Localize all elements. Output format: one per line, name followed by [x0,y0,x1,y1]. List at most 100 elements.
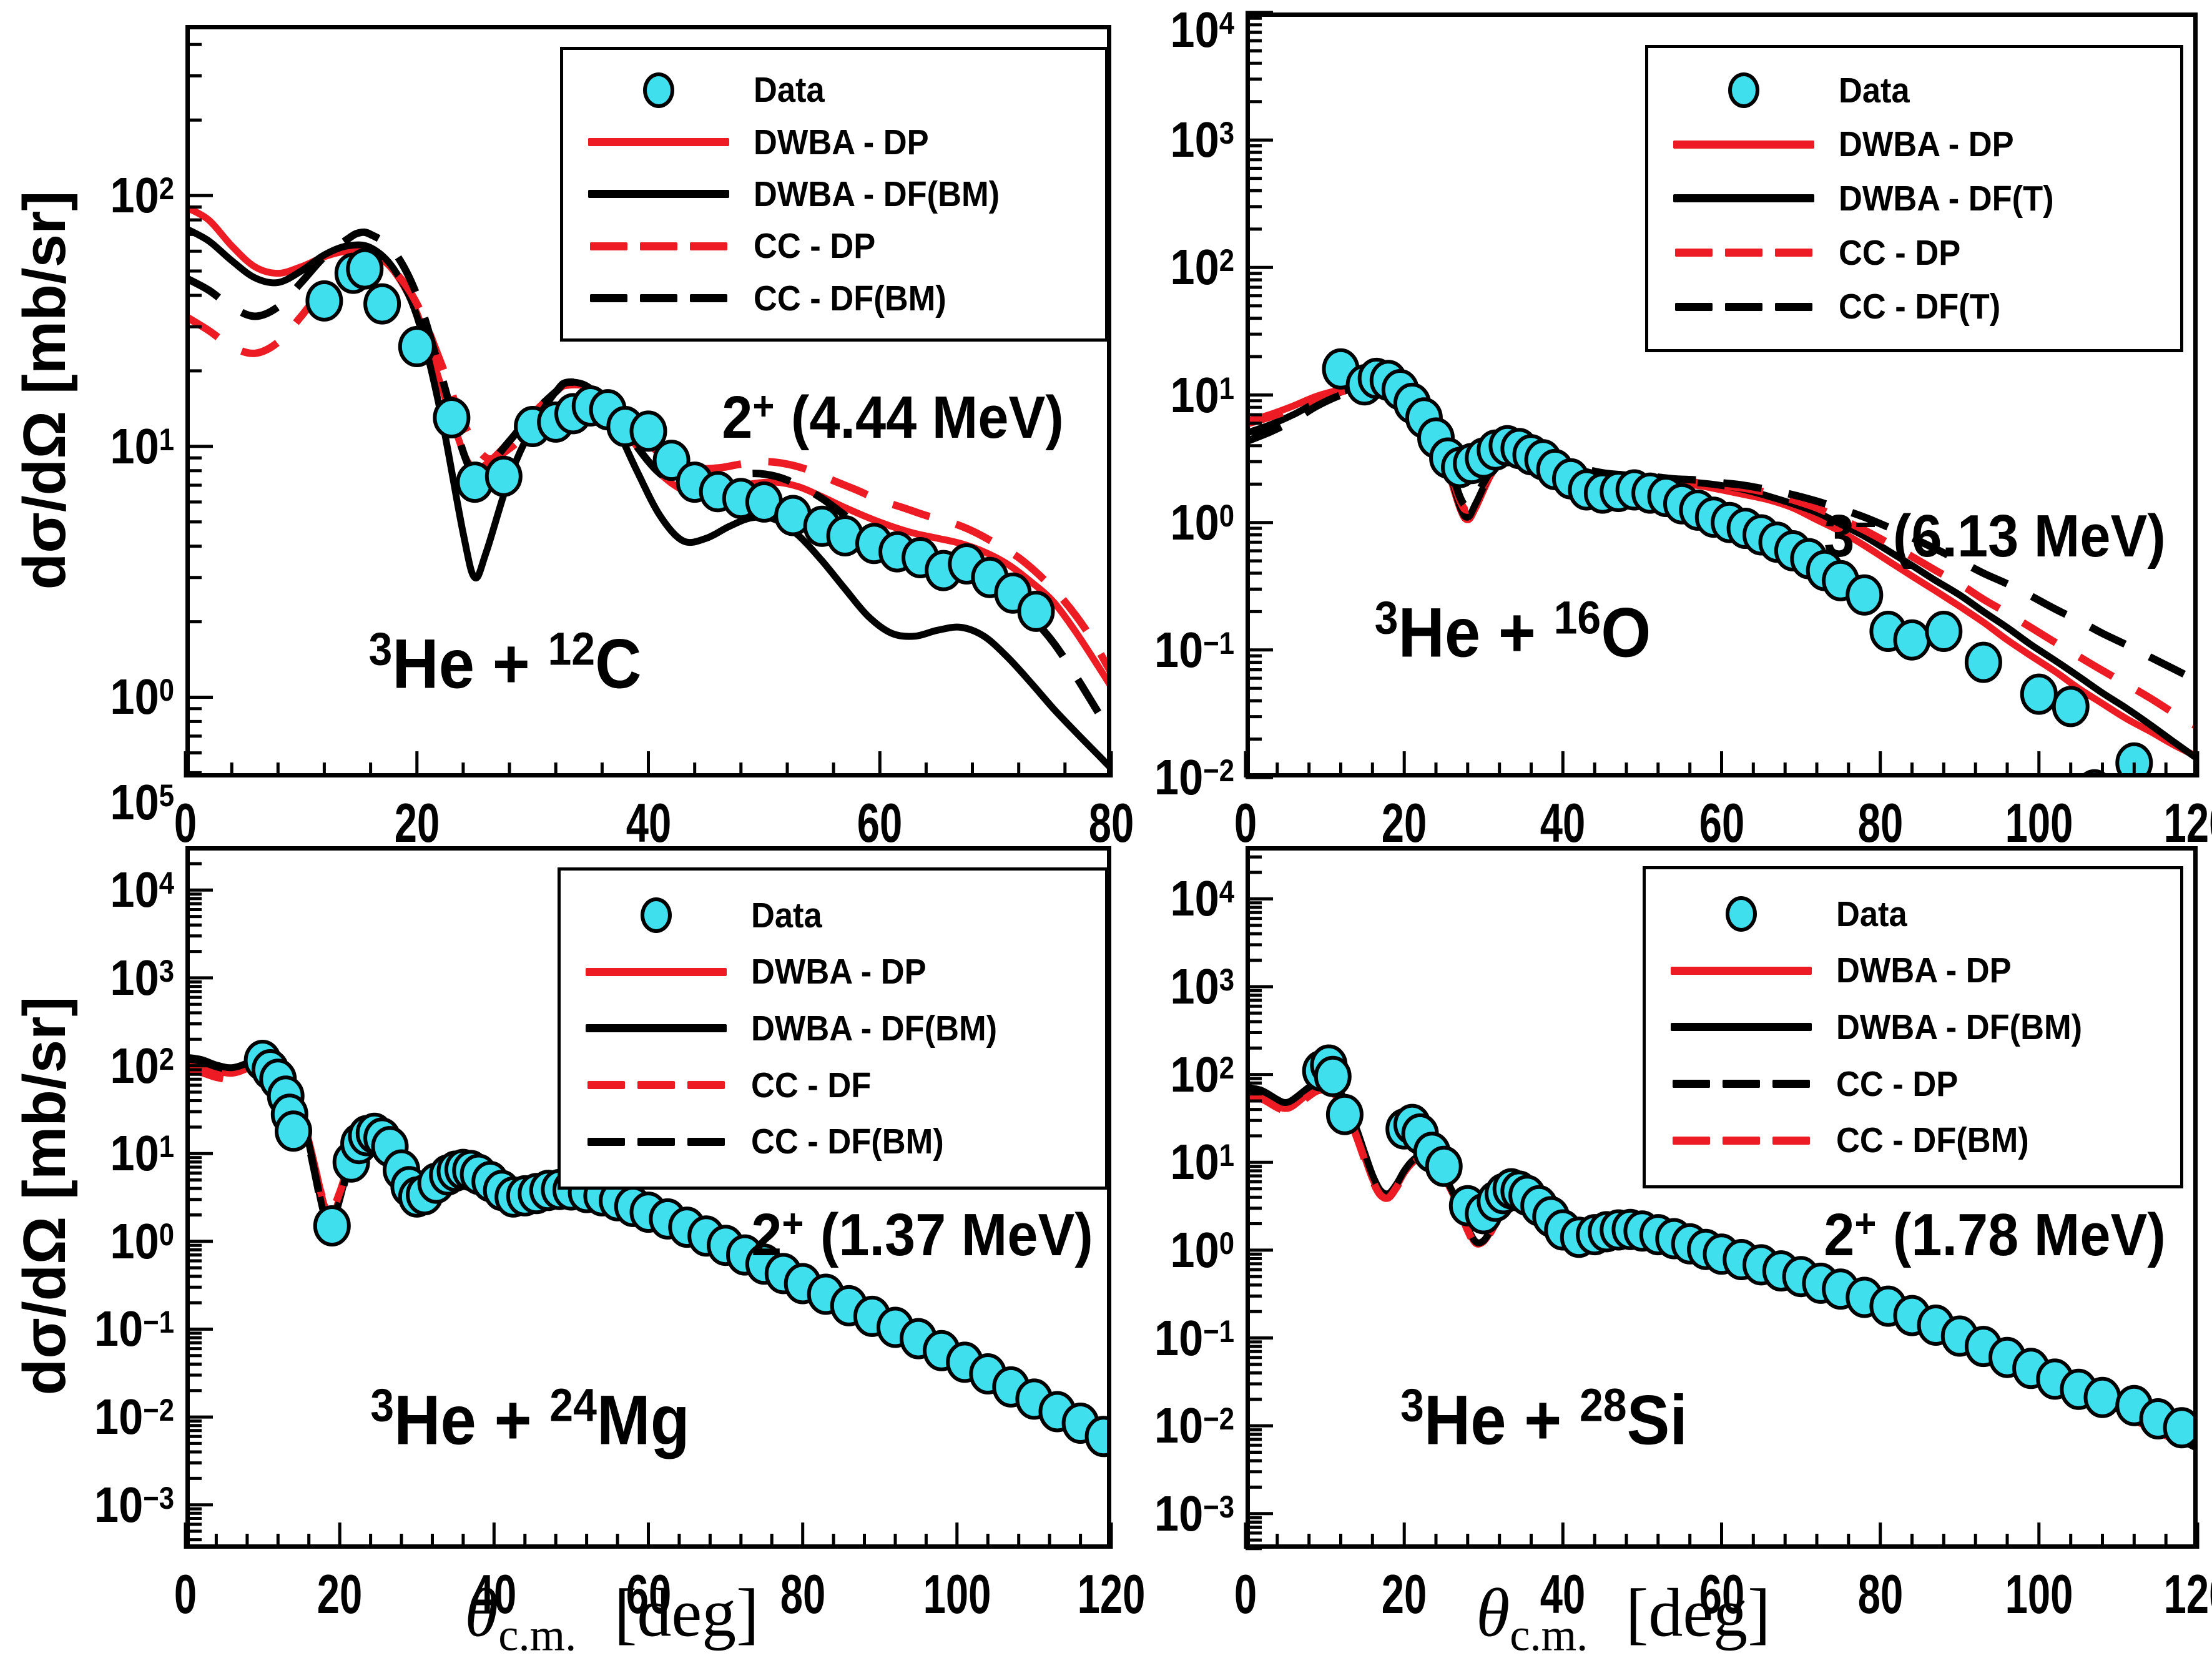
y-tick-label: 10−1 [94,1301,174,1357]
state-spin: 2 [1824,1202,1855,1269]
target-symbol: Mg [596,1381,690,1459]
dashed-line-icon [1646,1080,1836,1088]
state-annotation: 2+ (1.37 MeV) [751,1200,1093,1270]
state-parity: + [782,1200,804,1246]
target-mass: 16 [1553,591,1601,644]
x-tick-label: 60 [1699,792,1744,854]
y-tick-label: 102 [110,167,174,224]
legend-label: CC - DF(BM) [754,278,946,318]
legend-item: DWBA - DP [561,951,1105,992]
circle-marker-icon [1725,896,1757,932]
legend-item: DWBA - DF(T) [1648,178,2180,219]
legend-item: DWBA - DP [1648,124,2180,165]
x-tick-label: 20 [1381,1563,1427,1625]
state-annotation: 3− (6.13 MeV) [1824,501,2166,571]
x-tick-label: 40 [626,792,671,854]
legend-label: CC - DP [1839,232,1961,273]
legend: Data DWBA - DP DWBA - DF(BM) CC - DF CC … [558,867,1108,1190]
data-point-icon [561,897,751,934]
legend-label: DWBA - DF(BM) [751,1008,998,1049]
y-tick-label: 10−2 [1154,749,1234,805]
data-point-icon [1646,896,1836,932]
legend-item: DWBA - DP [563,122,1105,163]
plot-area-3he-16o [1244,11,2200,779]
dashed-line-marker-icon [1674,302,1713,311]
target-symbol: C [595,624,642,703]
dashed-line-marker-icon [1772,1136,1810,1145]
state-parity: − [1854,501,1877,547]
data-point [1425,1145,1463,1187]
legend-item: Data [561,895,1105,936]
dashed-line-marker-icon [1774,302,1812,311]
circle-marker-icon [1728,72,1759,109]
dashed-line-marker-icon [589,242,627,250]
solid-line-icon [561,1024,751,1033]
cm-subscript: c.m. [498,1609,577,1661]
data-point [2052,686,2090,728]
legend-label: DWBA - DF(BM) [754,174,1000,214]
legend-item: CC - DF(T) [1648,286,2180,327]
legend-label: CC - DF(BM) [1836,1120,2029,1161]
legend-label: Data [1839,70,1910,111]
x-tick-label: 80 [1088,792,1134,854]
deg-unit: [deg] [1625,1574,1771,1651]
plot-area-3he-12c [184,25,1113,777]
x-tick-label: 120 [1077,1563,1146,1625]
dashed-line-marker-icon [587,1081,625,1090]
y-tick-label: 101 [1170,367,1234,423]
plot-series [1246,1044,2198,1454]
data-point [275,1110,312,1152]
legend-item: DWBA - DF(BM) [561,1008,1105,1049]
y-tick-label: 10−2 [94,1389,174,1445]
solid-line-marker-icon [1673,194,1814,203]
data-point [2083,1376,2121,1418]
data-point [363,283,401,325]
data-point [305,280,343,322]
x-tick-label: 80 [1857,792,1903,854]
x-axis-title: θc.m. [deg] [465,1574,759,1662]
state-spin: 2 [751,1202,782,1269]
plot-area-3he-24mg [184,846,1113,1549]
legend: Data DWBA - DP DWBA - DF(T) CC - DP CC -… [1645,45,2183,352]
legend: Data DWBA - DP DWBA - DF(BM) CC - DP CC … [560,47,1108,342]
panel-3he-24mg: Data DWBA - DP DWBA - DF(BM) CC - DF CC … [94,774,1145,1625]
x-axis-title: θc.m. [deg] [1476,1574,1771,1662]
dashed-line-marker-icon [639,294,677,303]
data-point [433,397,471,438]
system-annotation: 3He + 12C [368,623,641,704]
x-tick-label: 20 [317,1563,363,1625]
x-tick-label: 100 [2005,792,2073,854]
legend-label: CC - DP [1836,1063,1959,1104]
state-parity: + [752,382,775,428]
y-tick-label: 10−2 [1154,1398,1234,1454]
x-tick-label: 0 [174,1563,197,1625]
state-energy: (1.78 MeV) [1892,1202,2166,1269]
plot-area-3he-28si [1244,846,2200,1551]
data-point [2163,1407,2198,1449]
legend-item: CC - DP [1648,232,2180,274]
y-tick-label: 101 [110,418,174,474]
legend-label: CC - DF [751,1065,872,1105]
dashed-line-icon [1648,249,1839,257]
legend: Data DWBA - DP DWBA - DF(BM) CC - DP CC … [1643,866,2183,1188]
x-tick-label: 40 [1540,1563,1586,1625]
dashed-line-marker-icon [1722,1136,1760,1145]
legend-item: CC - DF(BM) [563,278,1105,319]
plot-series [1246,348,2198,777]
dashed-line-marker-icon [687,1137,725,1146]
solid-line-icon [1646,966,1836,975]
legend-label: DWBA - DP [1839,124,2014,165]
y-tick-label: 101 [110,1125,174,1182]
plot-series [185,204,1111,771]
legend-item: DWBA - DP [1646,950,2180,991]
dashed-line-marker-icon [1774,249,1812,257]
system-annotation: 3He + 28Si [1400,1379,1688,1461]
solid-line-icon [1648,140,1839,149]
x-tick-label: 60 [1699,1563,1744,1625]
y-tick-label: 102 [110,1037,174,1093]
data-point [1017,590,1055,632]
data-point [1893,619,1931,661]
dashed-line-marker-icon [689,294,727,303]
dashed-line-marker-icon [589,294,627,303]
